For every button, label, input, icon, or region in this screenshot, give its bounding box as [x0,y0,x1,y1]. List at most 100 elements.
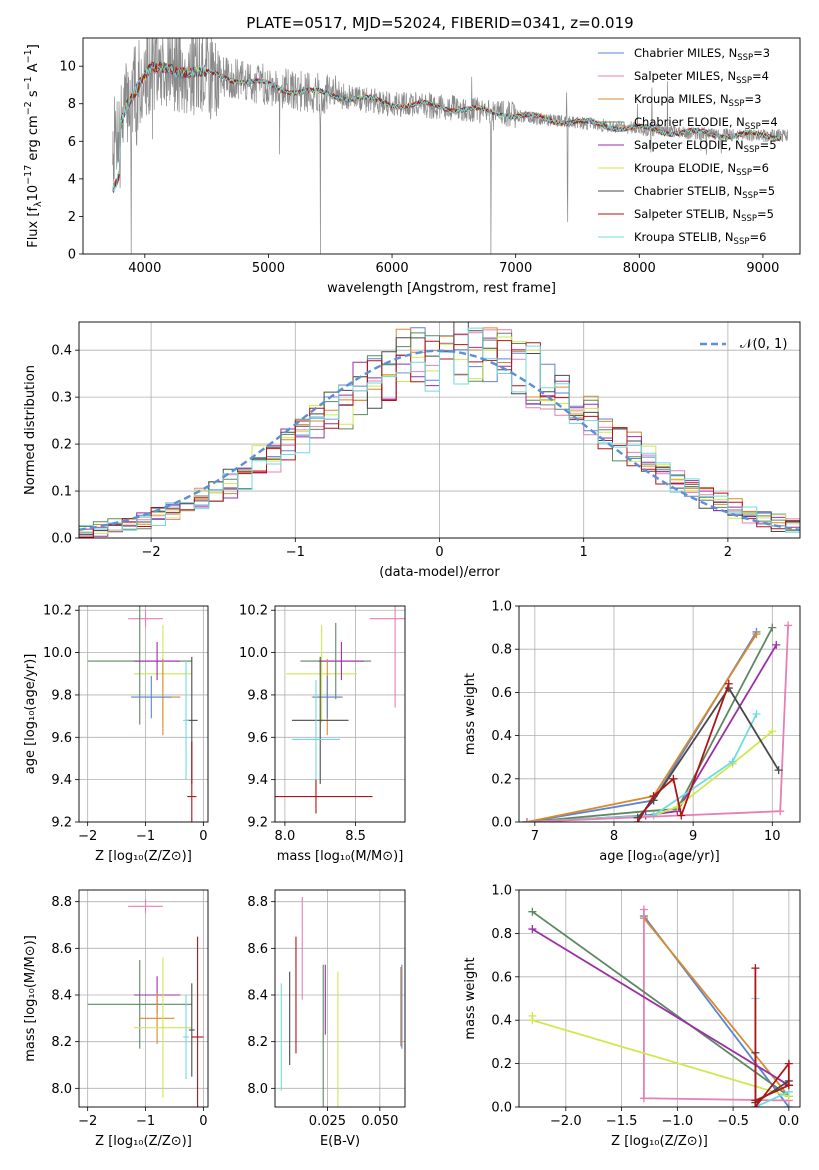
y-tick-label: 1.0 [491,600,512,615]
y-tick-label: 0.4 [491,1014,512,1029]
legend-label-text: Kroupa ELODIE, N [634,161,736,175]
legend-label: Salpeter STELIB, NSSP=5 [634,207,774,224]
mass-weight-line [531,928,790,1087]
panel-age-vs-mass: 8.0 8.5 9.2 9.4 9.6 9.8 10.0 10.2 mass [log₁₀(M/… [239,604,406,864]
x-tick-label: 9 [689,829,697,844]
mass-weight-line [526,730,773,822]
plot-area [112,38,788,254]
x-axis-label: E(B-V) [320,1134,360,1149]
y-tick-label: 8 [68,97,76,112]
legend-label-text: Chabrier STELIB, N [634,184,742,198]
panel-mass-weight-vs-age: 7 8 9 10 0.0 0.2 0.4 0.6 0.8 1.0 age [log₁₀(age/yr… [463,600,801,864]
mass-weight-marker [752,630,761,639]
x-tick-label: 0.0 [779,1114,800,1129]
mass-weight-line [754,968,790,1107]
mass-weight-marker [768,623,777,632]
model-spectrum-line [112,61,782,191]
y-tick-label: 9.4 [247,773,268,788]
mass-weight-line [526,631,758,822]
y-tick-label: 8.8 [51,895,72,910]
mass-weight-marker [528,925,537,934]
grid [275,606,405,823]
y-axis-label: mass weight [463,673,478,755]
y-tick-label: 0.6 [491,970,512,985]
grid [79,606,208,823]
x-tick-label: −1.5 [606,1114,638,1129]
legend-label: Salpeter MILES, NSSP=4 [634,69,769,86]
y-tick-label: 0.3 [51,391,72,406]
x-axis-label: age [log₁₀(age/yr)] [599,849,720,864]
x-axis-label: Z [log₁₀(Z/Z⊙)] [95,1134,192,1149]
legend-label: Kroupa STELIB, NSSP=6 [634,230,766,247]
legend-label-text: Chabrier ELODIE, N [634,115,745,129]
y-tick-label: 10.0 [239,646,268,661]
legend-label-text: Kroupa STELIB, N [634,230,734,244]
mass-weight-marker [751,964,760,973]
y-axis-label-part: s [26,90,41,101]
legend-label-text: Kroupa MILES, N [634,92,729,106]
legend-label: Kroupa ELODIE, NSSP=6 [634,161,769,178]
mass-weight-marker [768,727,777,736]
x-axis-label: Z [log₁₀(Z/Z⊙)] [95,849,192,864]
mass-weight-marker [776,807,785,816]
y-axis-label-part: 10 [26,185,41,202]
y-tick-label: 0.2 [51,438,72,453]
y-axis-label-part: erg cm [26,115,41,164]
legend-label-suffix: =5 [760,138,777,152]
y-tick-label: 0.0 [51,532,72,547]
y-tick-label: 10.2 [43,604,72,619]
mass-weight-marker [751,1096,760,1105]
x-axis-label: (data-model)/error [379,565,500,580]
y-tick-label: 0.2 [491,1057,512,1072]
y-tick-label: 0.8 [491,643,512,658]
histogram-step [79,332,800,532]
y-axis-label-part: ] [26,44,41,49]
y-tick-label: 10.2 [239,604,268,619]
y-tick-label: 4 [68,172,76,187]
y-tick-label: 8.4 [51,989,72,1004]
mass-weight-marker [772,640,781,649]
mass-weight-line [526,633,758,822]
x-tick-label: 8000 [623,261,656,276]
y-axis-label: Flux [fλ10−17 erg cm−2 s−1 A−1] [23,44,44,248]
panel-mass-weight-vs-Z: −2.0 −1.5 −1.0 −0.5 0.0 0.0 0.2 0.4 0.6 0.8 1.0 Z [… [463,884,801,1149]
panel-age-vs-Z: −2 −1 0 9.2 9.4 9.6 9.8 10.0 10.2 Z [log₁₀(Z/Z⊙)]… [23,604,209,864]
y-tick-label: 2 [68,210,76,225]
y-tick-label: 9.4 [51,773,72,788]
y-tick-label: 8.2 [51,1035,72,1050]
x-tick-label: −0.5 [717,1114,749,1129]
x-tick-label: 6000 [376,261,409,276]
y-tick-label: 0 [68,248,76,263]
mass-weight-marker [649,792,658,801]
y-axis-label-part: −1 [23,49,34,63]
legend-label-sub: SSP [745,122,761,132]
x-tick-label: 0 [435,545,443,560]
legend-label-sub: SSP [741,214,757,224]
plot-area [87,899,204,1107]
legend-label: Chabrier ELODIE, NSSP=4 [634,115,778,132]
x-tick-label: −1 [136,1114,155,1129]
y-axis-label-part: λ [33,201,44,207]
y-tick-label: 0.2 [491,772,512,787]
legend-label-suffix: =4 [752,69,769,83]
y-axis-label-part: −2 [23,101,34,115]
plot-area [280,897,403,1107]
x-axis-label: Z [log₁₀(Z/Z⊙)] [611,1134,708,1149]
x-tick-label: 0 [199,1114,207,1129]
mass-weight-marker [728,757,737,766]
panel-residuals: −2 −1 0 1 2 0.0 0.1 0.2 0.3 0.4 (data-model)/error… [23,321,801,580]
axes-frame [274,889,406,1108]
legend-label: Salpeter ELODIE, NSSP=5 [634,138,777,155]
legend-label-suffix: =3 [744,92,761,106]
x-tick-label: 1 [580,545,588,560]
x-tick-label: 9000 [746,261,779,276]
panel-mass-vs-Z: −2 −1 0 8.0 8.2 8.4 8.6 8.8 Z [log₁₀(Z/Z⊙)] mass … [23,889,209,1149]
legend-label-suffix: =5 [757,207,774,221]
y-tick-label: 8.0 [51,1082,72,1097]
x-tick-label: −2 [78,829,97,844]
y-tick-label: 10 [59,60,76,75]
x-axis-label: mass [log₁₀(M/M⊙)] [277,849,404,864]
y-axis-label-part: −17 [23,165,34,185]
legend-label: 𝒩(0, 1) [740,337,787,352]
